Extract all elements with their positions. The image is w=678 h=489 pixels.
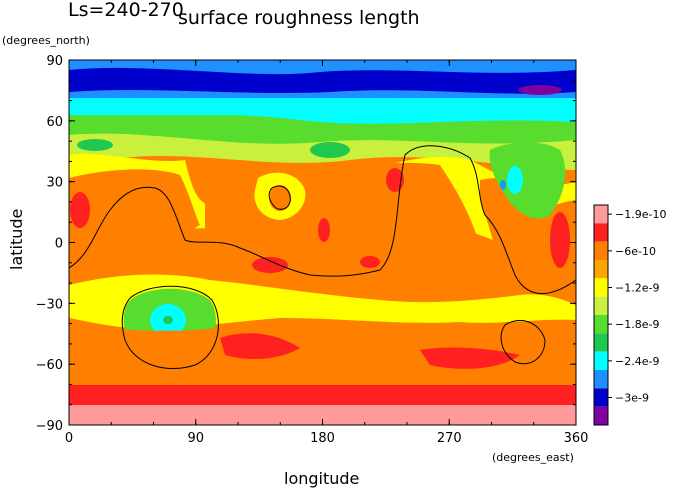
band-north-darkblue <box>69 67 576 94</box>
legend-swatch <box>594 370 608 389</box>
north-purple-spot <box>518 85 562 95</box>
topography-contour-basin <box>121 285 219 369</box>
blue-spot-northeast <box>500 180 506 190</box>
land-orange-west <box>69 169 200 274</box>
green-blob-northeast <box>489 142 566 219</box>
color-legend: −1.9e-10 −6e-10 −1.2e-9 −1.8e-9 −2.4e-9 −3e-9 <box>593 204 666 426</box>
x-tick-label: 360 <box>564 431 589 446</box>
legend-swatch <box>594 278 608 297</box>
y-tick-label: 0 <box>55 237 63 252</box>
northwest-green <box>77 139 113 151</box>
red-spot-2 <box>318 218 330 242</box>
y-tick-label: 30 <box>46 176 63 191</box>
x-tick-label: 90 <box>187 431 204 446</box>
y-tick-label: 90 <box>46 54 63 69</box>
x-unit-label: (degrees_east) <box>492 451 574 464</box>
y-tick-label: −60 <box>36 358 63 373</box>
y-tick-label: 60 <box>46 115 63 130</box>
legend-frame <box>593 204 609 426</box>
legend-label: −1.8e-9 <box>615 318 659 331</box>
y-tick-label: −90 <box>36 419 63 434</box>
north-central-green <box>310 142 350 158</box>
legend-swatch <box>594 205 608 224</box>
legend-swatch <box>594 296 608 315</box>
legend-swatch <box>594 260 608 279</box>
red-spot-3 <box>360 256 380 268</box>
legend-label: −1.9e-10 <box>615 208 666 221</box>
red-spot-5 <box>252 257 288 273</box>
legend-swatch <box>594 315 608 334</box>
band-south-orange <box>69 321 576 385</box>
x-axis-ticks: 0 90 180 270 360 <box>65 60 589 446</box>
contour-field <box>69 60 576 425</box>
x-tick-label: 270 <box>437 431 462 446</box>
y-axis-ticks: 90 60 30 0 −30 −60 −90 <box>36 54 576 434</box>
crater-inner-orange <box>269 185 291 211</box>
red-spot-6 <box>550 212 570 268</box>
legend-swatch <box>594 223 608 242</box>
red-patch-south-east <box>420 347 520 369</box>
legend-label: −6e-10 <box>615 245 656 258</box>
chart-title: surface roughness length <box>178 7 420 29</box>
topography-contour-1 <box>69 145 576 295</box>
x-axis-title: longitude <box>284 469 359 488</box>
blue-basin-center <box>163 316 173 324</box>
legend-swatch <box>594 351 608 370</box>
legend-label: −2.4e-9 <box>615 355 659 368</box>
land-orange-east <box>480 178 576 300</box>
x-tick-label: 180 <box>310 431 335 446</box>
topography-contour-crater <box>268 185 291 210</box>
band-north-cyan-wave <box>69 98 576 124</box>
x-tick-label: 0 <box>65 431 73 446</box>
red-spot-1 <box>70 192 90 228</box>
cyan-blob-northeast <box>507 166 523 194</box>
legend-label: −1.2e-9 <box>615 282 659 295</box>
legend-swatch <box>594 388 608 407</box>
y-tick-label: −30 <box>36 297 63 312</box>
red-spot-4 <box>386 168 404 192</box>
chart-subtitle: Ls=240-270 <box>68 0 184 21</box>
red-patch-south <box>220 333 300 360</box>
topography-contour-east-basin <box>500 320 546 365</box>
legend-label: −3e-9 <box>615 392 649 405</box>
legend-swatch <box>594 241 608 260</box>
legend-swatch <box>594 333 608 352</box>
band-south-red <box>69 385 576 405</box>
y-unit-label: (degrees_north) <box>2 34 90 47</box>
y-axis-title: latitude <box>7 209 26 270</box>
legend-swatch <box>594 406 608 425</box>
